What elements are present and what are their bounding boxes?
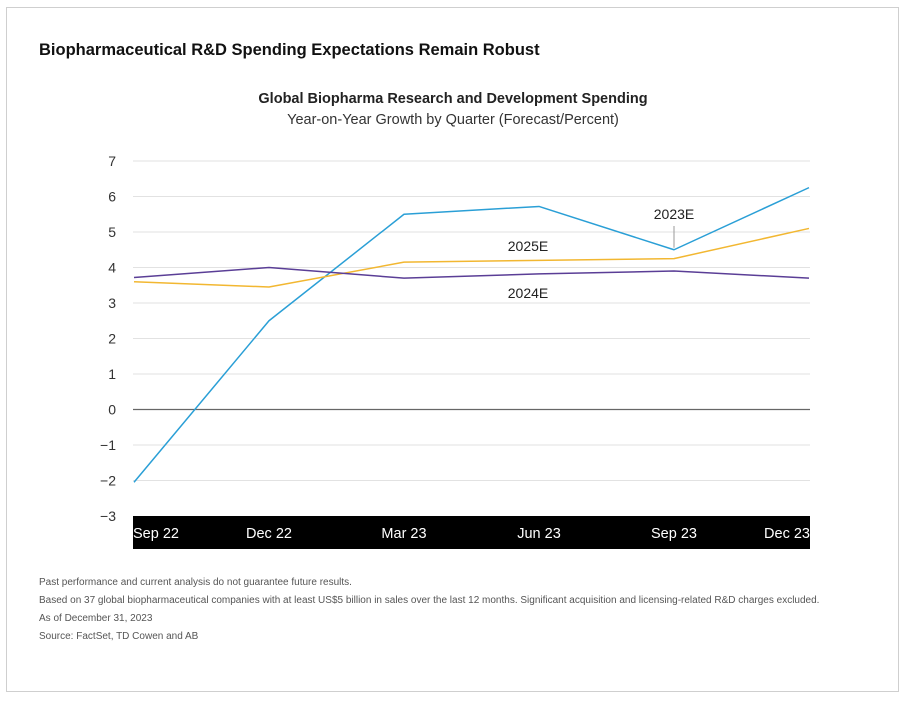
series-label-2025e: 2025E xyxy=(508,238,548,254)
y-tick-label: 1 xyxy=(108,366,116,382)
y-tick-label: 6 xyxy=(108,189,116,205)
series-line-2024e xyxy=(133,266,810,279)
x-tick-label: Sep 23 xyxy=(651,526,697,542)
x-tick-label: Dec 23 xyxy=(764,526,810,542)
series-line-2025e xyxy=(133,227,810,288)
footnote-methodology: Based on 37 global biopharmaceutical com… xyxy=(39,595,820,606)
y-tick-label: −3 xyxy=(100,508,116,524)
y-tick-label: 0 xyxy=(108,402,116,418)
figure-frame xyxy=(6,7,899,692)
y-tick-label: −2 xyxy=(100,473,116,489)
x-tick-label: Dec 22 xyxy=(246,526,292,542)
series-label-2024e: 2024E xyxy=(508,285,548,301)
series-line-2023e xyxy=(133,186,810,483)
x-axis-band xyxy=(133,516,810,549)
y-tick-label: 3 xyxy=(108,295,116,311)
x-tick-label: Sep 22 xyxy=(133,526,179,542)
x-tick-label: Mar 23 xyxy=(381,526,426,542)
figure-headline: Biopharmaceutical R&D Spending Expectati… xyxy=(39,41,540,59)
y-tick-label: 7 xyxy=(108,153,116,169)
y-tick-label: 5 xyxy=(108,224,116,240)
footnote-disclaimer: Past performance and current analysis do… xyxy=(39,577,352,588)
footnote-source: Source: FactSet, TD Cowen and AB xyxy=(39,631,199,642)
y-tick-label: −1 xyxy=(100,437,116,453)
chart-subtitle: Year-on-Year Growth by Quarter (Forecast… xyxy=(287,112,619,128)
chart-title: Global Biopharma Research and Developmen… xyxy=(258,91,648,107)
series-label-2023e: 2023E xyxy=(654,206,694,222)
footnote-date: As of December 31, 2023 xyxy=(39,613,153,624)
y-tick-label: 4 xyxy=(108,260,116,276)
footnotes: Past performance and current analysis do… xyxy=(39,574,819,646)
y-tick-label: 2 xyxy=(108,331,116,347)
x-tick-label: Jun 23 xyxy=(517,526,561,542)
